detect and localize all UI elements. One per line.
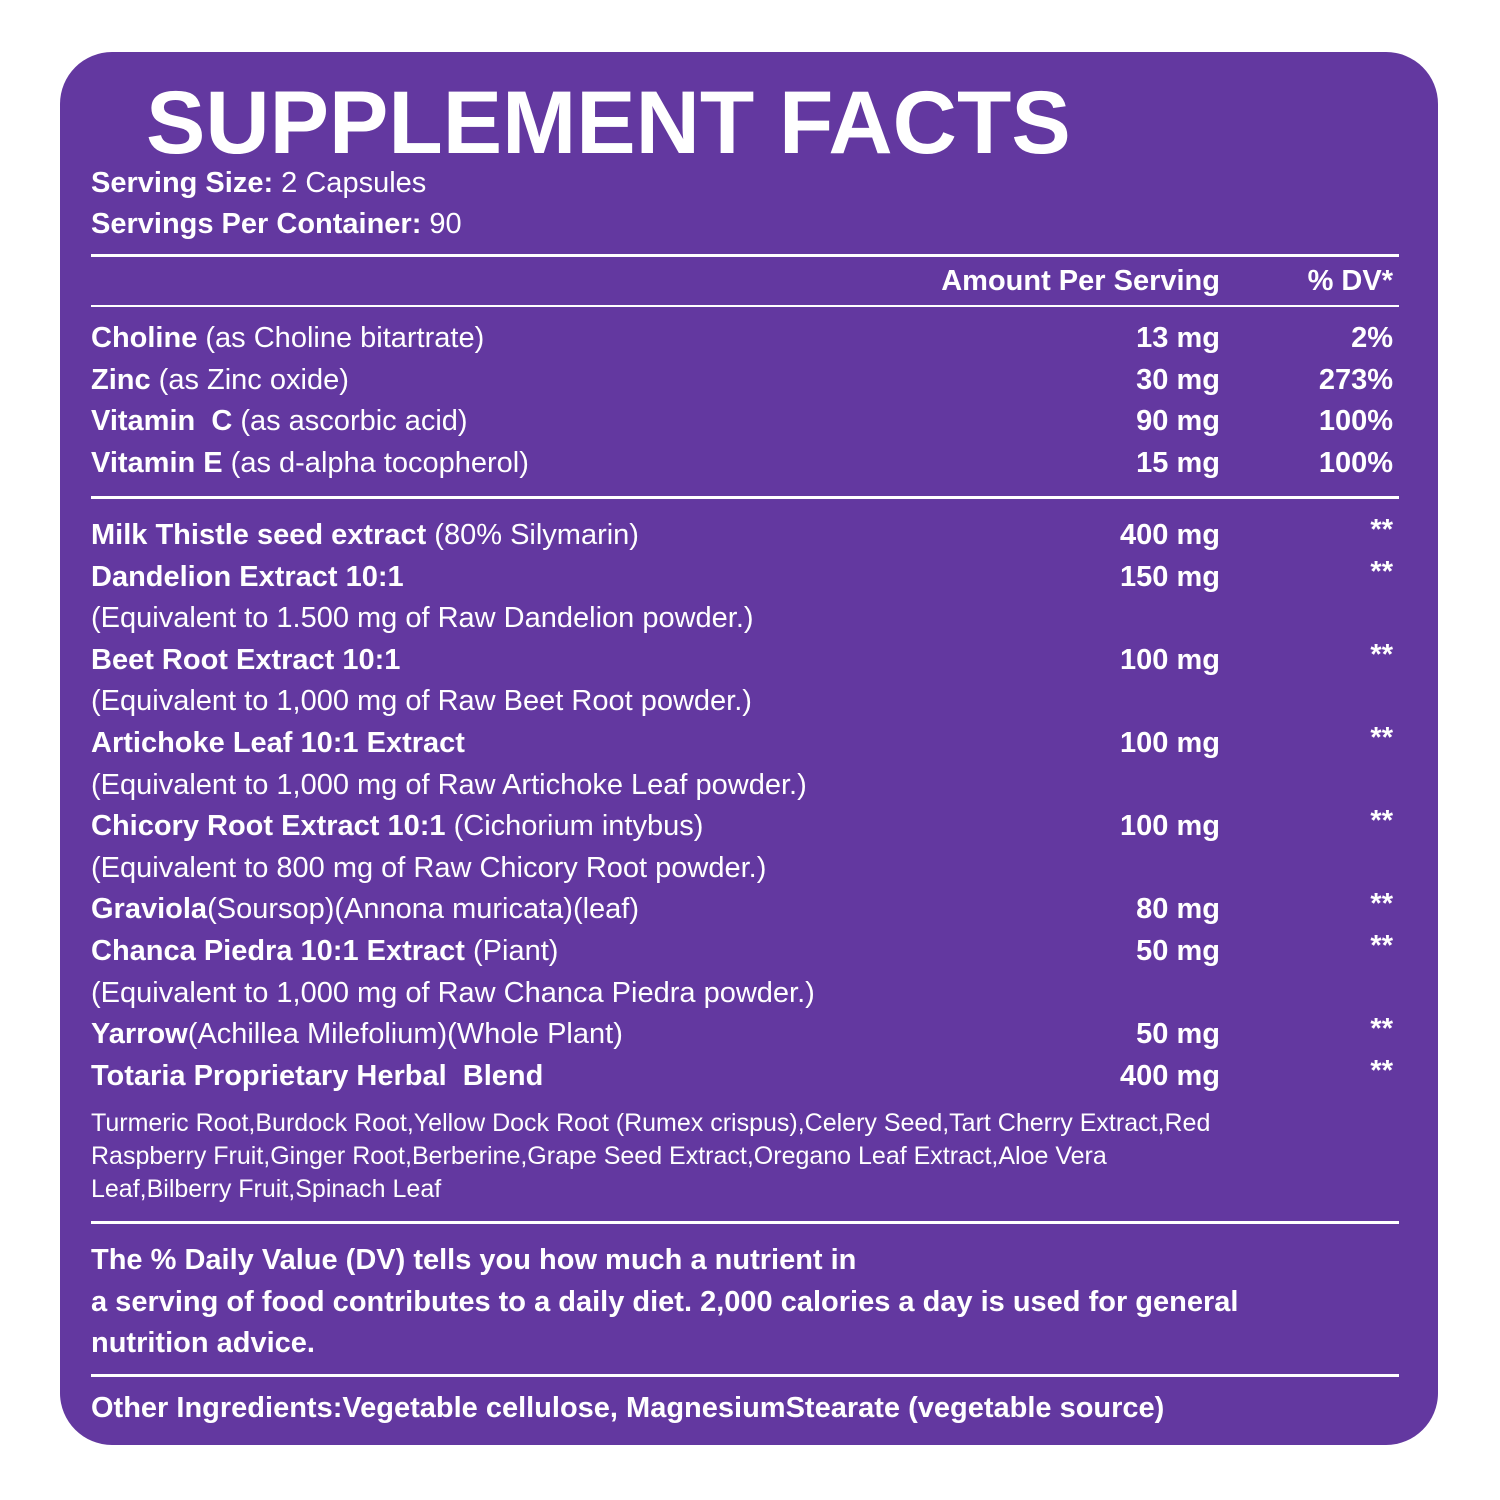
daily-value: ** <box>1370 1054 1393 1087</box>
serving-value: 90 <box>421 208 462 240</box>
daily-value: ** <box>1370 638 1393 671</box>
rule <box>91 496 1399 499</box>
ingredient-detail: (80% Silymarin) <box>426 519 639 551</box>
blend-ingredients: Leaf,Bilberry Fruit,Spinach Leaf <box>91 1175 442 1203</box>
column-header: Amount Per Serving <box>941 265 1220 297</box>
serving-value: 2 Capsules <box>273 167 427 199</box>
amount: 100 mg <box>1120 810 1220 843</box>
ingredient-row: Graviola(Soursop)(Annona muricata)(leaf) <box>91 891 639 927</box>
ingredient-note: (Equivalent to 1,000 mg of Raw Artichoke… <box>91 768 807 801</box>
label-panel <box>60 52 1438 1445</box>
ingredient-row: Artichoke Leaf 10:1 Extract <box>91 725 465 761</box>
ingredient-row: Yarrow(Achillea Milefolium)(Whole Plant) <box>91 1016 623 1052</box>
blend-ingredients: Raspberry Fruit,Ginger Root,Berberine,Gr… <box>91 1142 1107 1170</box>
ingredient-detail: (Achillea Milefolium)(Whole Plant) <box>187 1018 623 1051</box>
daily-value: 100% <box>1318 405 1393 438</box>
footnote: nutrition advice. <box>91 1327 315 1359</box>
rule <box>91 254 1399 257</box>
title: SUPPLEMENT FACTS <box>146 72 1071 172</box>
column-header: % DV* <box>1307 265 1393 297</box>
serving-label: Servings Per Container: <box>91 208 422 240</box>
ingredient-note: (Equivalent to 1,000 mg of Raw Chanca Pi… <box>91 976 815 1009</box>
amount: 50 mg <box>1136 1018 1220 1051</box>
nutrient-detail: (as Choline bitartrate) <box>197 322 485 354</box>
daily-value: 2% <box>1351 322 1393 354</box>
ingredient-name: Dandelion Extract 10:1 <box>91 560 404 593</box>
daily-value: 100% <box>1318 446 1393 479</box>
nutrient-name: Zinc <box>91 363 151 396</box>
nutrient-name: Choline <box>91 322 198 354</box>
nutrient-detail: (as d-alpha tocopherol) <box>222 446 529 479</box>
amount: 150 mg <box>1120 560 1220 593</box>
ingredient-name: Yarrow <box>91 1018 188 1051</box>
ingredient-name: Totaria Proprietary Herbal Blend <box>91 1059 544 1092</box>
ingredient-name: Milk Thistle seed extract <box>91 519 427 551</box>
daily-value: ** <box>1370 1013 1393 1046</box>
serving-info: Serving Size: 2 Capsules <box>91 165 426 201</box>
amount: 30 mg <box>1136 363 1220 396</box>
daily-value: ** <box>1370 930 1393 962</box>
amount: 100 mg <box>1120 727 1220 759</box>
nutrient-row: Choline (as Choline bitartrate) <box>91 320 484 356</box>
amount: 400 mg <box>1120 1059 1220 1092</box>
nutrient-detail: (as Zinc oxide) <box>150 363 349 396</box>
ingredient-detail: (Soursop)(Annona muricata)(leaf) <box>207 893 640 926</box>
ingredient-name: Beet Root Extract 10:1 <box>91 643 401 676</box>
ingredient-detail: (Piant) <box>464 935 559 967</box>
nutrient-row: Zinc (as Zinc oxide) <box>91 362 349 398</box>
other-ingredients: Other Ingredients:Vegetable cellulose, M… <box>91 1392 1165 1424</box>
ingredient-note: (Equivalent to 1,000 mg of Raw Beet Root… <box>91 685 752 718</box>
footnote: The % Daily Value (DV) tells you how muc… <box>91 1244 857 1276</box>
daily-value: ** <box>1370 805 1393 838</box>
amount: 50 mg <box>1136 935 1220 967</box>
ingredient-name: Chicory Root Extract 10:1 <box>91 810 446 843</box>
ingredient-row: Chanca Piedra 10:1 Extract (Piant) <box>91 933 558 969</box>
nutrient-name: Vitamin C <box>91 405 233 438</box>
rule <box>91 305 1399 307</box>
ingredient-detail: (Cichorium intybus) <box>445 810 704 843</box>
footnote: a serving of food contributes to a daily… <box>91 1285 1239 1318</box>
ingredient-row: Beet Root Extract 10:1 <box>91 642 400 678</box>
serving-label: Serving Size: <box>91 167 274 199</box>
ingredient-note: (Equivalent to 1.500 mg of Raw Dandelion… <box>91 602 754 635</box>
daily-value: 273% <box>1318 363 1393 396</box>
amount: 80 mg <box>1136 893 1220 926</box>
nutrient-row: Vitamin E (as d-alpha tocopherol) <box>91 445 529 481</box>
serving-info: Servings Per Container: 90 <box>91 206 462 242</box>
ingredient-name: Chanca Piedra 10:1 Extract <box>91 935 465 967</box>
amount: 90 mg <box>1136 405 1220 438</box>
amount: 13 mg <box>1136 322 1220 354</box>
daily-value: ** <box>1370 722 1393 754</box>
ingredient-row: Chicory Root Extract 10:1 (Cichorium int… <box>91 808 703 844</box>
amount: 100 mg <box>1120 643 1220 676</box>
ingredient-name: Graviola <box>91 893 208 926</box>
ingredient-row: Dandelion Extract 10:1 <box>91 559 404 595</box>
amount: 400 mg <box>1120 519 1220 551</box>
ingredient-note: (Equivalent to 800 mg of Raw Chicory Roo… <box>91 851 767 884</box>
daily-value: ** <box>1370 888 1393 921</box>
nutrient-detail: (as ascorbic acid) <box>232 405 468 438</box>
nutrient-row: Vitamin C (as ascorbic acid) <box>91 403 468 439</box>
rule <box>91 1374 1399 1377</box>
rule <box>91 1221 1399 1224</box>
daily-value: ** <box>1370 555 1393 588</box>
ingredient-row: Milk Thistle seed extract (80% Silymarin… <box>91 517 639 553</box>
nutrient-name: Vitamin E <box>91 446 223 479</box>
daily-value: ** <box>1370 514 1393 546</box>
ingredient-name: Artichoke Leaf 10:1 Extract <box>91 727 465 759</box>
amount: 15 mg <box>1136 446 1220 479</box>
ingredient-row: Totaria Proprietary Herbal Blend <box>91 1058 543 1094</box>
blend-ingredients: Turmeric Root,Burdock Root,Yellow Dock R… <box>91 1109 1211 1137</box>
